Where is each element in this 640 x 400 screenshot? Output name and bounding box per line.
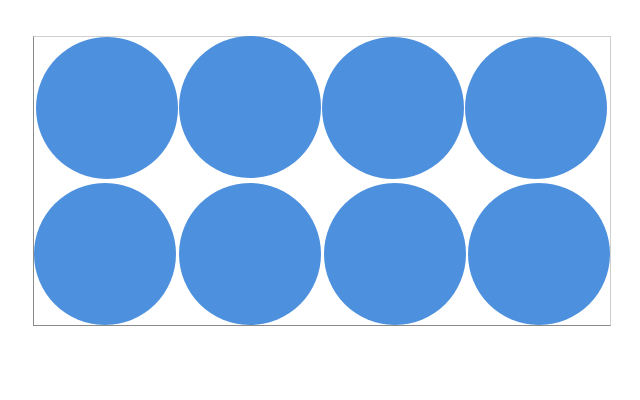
circle-r1-c2 [179, 36, 321, 178]
circle-r1-c4 [465, 37, 607, 179]
circle-r2-c2 [179, 183, 321, 325]
circle-r2-c3 [324, 183, 466, 325]
circle-r2-c4 [468, 183, 610, 325]
circle-r1-c1 [36, 37, 178, 179]
circle-group [34, 36, 610, 325]
circle-r2-c1 [34, 183, 176, 325]
circle-r1-c3 [322, 37, 464, 179]
